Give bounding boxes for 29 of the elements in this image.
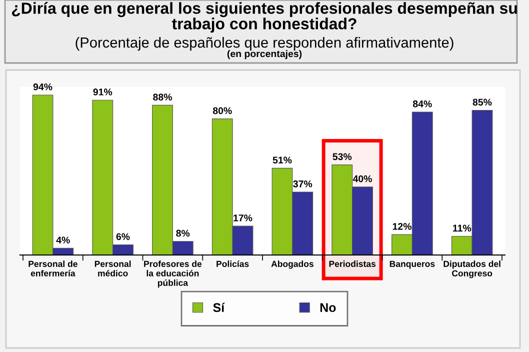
data-label: 51% [272,156,292,164]
legend-label: Sí [213,302,225,312]
data-label: 8% [176,230,190,237]
x-tick-label: Abogados [271,260,314,269]
x-tick-label: Diputados del Congreso [444,260,500,278]
legend-label: No [320,303,336,312]
data-label: 37% [293,180,312,188]
chart-title: ¿Diría que en general los siguientes profesionales desempeñan su trabajo con honestidad? [12,2,517,33]
data-label: 80% [212,107,232,114]
x-tick-label: Policías [216,260,249,267]
data-label: 4% [56,236,70,244]
data-label: 12% [392,222,412,230]
data-label: 84% [412,100,432,108]
data-label: 11% [453,224,472,232]
x-tick-label: Banqueros [390,260,435,269]
data-label: 85% [472,98,492,106]
data-label: 17% [234,214,252,222]
chart-subtitle: (Porcentaje de españoles que responden afirmativamente) [76,37,454,51]
x-tick-label: Profesores de la educación pública [144,260,202,288]
data-label: 94% [33,83,52,90]
data-label: 88% [153,94,172,101]
x-tick-label: Periodistas [329,260,376,267]
data-label: 53% [332,153,352,160]
data-label: 6% [116,233,130,240]
text: (en porcentajes) [227,50,302,60]
x-tick-label: Personal de enfermería [28,260,78,276]
x-tick-label: Personal médico [94,260,131,276]
data-label: 91% [93,88,112,96]
data-label: 40% [352,175,372,182]
